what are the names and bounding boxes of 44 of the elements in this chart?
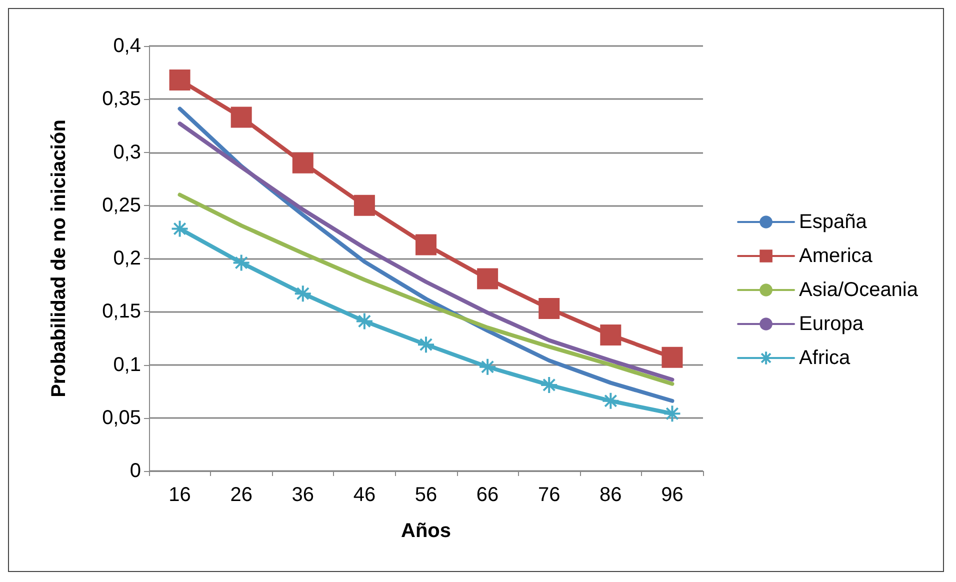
x-tick-label: 16 — [168, 484, 191, 506]
y-tick-label: 0,2 — [113, 248, 141, 270]
line-series — [178, 192, 674, 386]
x-tick-label: 96 — [661, 484, 684, 506]
legend-label: Asia/Oceania — [799, 279, 919, 301]
x-tick-label: 56 — [414, 484, 438, 506]
point — [232, 254, 250, 272]
y-tick-label: 0,1 — [113, 354, 141, 376]
point — [417, 336, 435, 354]
point — [292, 152, 314, 174]
legend-label: America — [799, 245, 874, 267]
y-tick-label: 0,3 — [113, 141, 141, 164]
x-axis-title: Años — [401, 520, 451, 542]
point — [663, 404, 682, 423]
point — [478, 358, 497, 376]
point — [538, 298, 560, 319]
point — [170, 220, 189, 238]
x-tick-label: 46 — [353, 484, 376, 506]
point — [540, 376, 558, 394]
point — [600, 324, 622, 346]
point — [602, 392, 620, 410]
y-tick-label: 0,25 — [102, 194, 141, 216]
legend-label: Europa — [799, 313, 864, 335]
point — [662, 346, 683, 368]
legend-label: España — [799, 211, 868, 233]
point — [416, 234, 436, 256]
x-tick-label: 36 — [292, 484, 314, 506]
y-tick-label: 0 — [130, 460, 141, 482]
x-tick-label: 66 — [476, 484, 499, 506]
y-tick-label: 0,4 — [113, 35, 141, 57]
point — [477, 268, 498, 290]
x-tick-label: 26 — [230, 484, 252, 506]
legend-label: Africa — [799, 347, 852, 369]
y-tick-label: 0,35 — [102, 88, 141, 110]
x-tick-label: 76 — [538, 484, 560, 506]
point — [230, 106, 252, 128]
y-tick-label: 0,05 — [102, 406, 141, 429]
point — [354, 194, 375, 216]
point — [355, 312, 374, 330]
point — [294, 284, 312, 303]
x-tick-label: 86 — [600, 484, 622, 506]
y-axis-title: Probabilidad de no iniciación — [48, 120, 70, 398]
y-tick-label: 0,15 — [102, 300, 141, 323]
point — [169, 70, 190, 90]
